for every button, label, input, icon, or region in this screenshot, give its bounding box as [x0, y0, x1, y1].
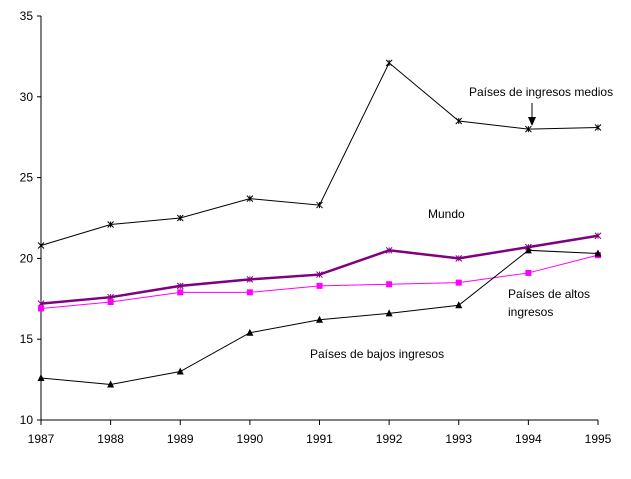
- data-point: [316, 201, 323, 209]
- data-point: [524, 246, 532, 254]
- data-point: [176, 367, 184, 375]
- y-tick-label: 25: [20, 171, 34, 185]
- x-tick-label: 1987: [28, 432, 55, 446]
- data-point: [176, 214, 184, 222]
- data-point: [38, 305, 44, 312]
- data-point: [316, 271, 323, 278]
- x-tick-label: 1989: [167, 432, 194, 446]
- data-point: [385, 246, 393, 254]
- data-point: [385, 309, 393, 317]
- data-point: [37, 373, 45, 381]
- series-1: [37, 59, 602, 249]
- y-tick-label: 20: [20, 251, 34, 265]
- annotation-high-income-line2: ingresos: [508, 305, 553, 319]
- data-point: [455, 117, 463, 125]
- annotations: Países de ingresos medios Mundo Países d…: [310, 85, 613, 361]
- data-point: [385, 59, 393, 67]
- data-point: [107, 380, 115, 388]
- x-tick-label: 1992: [376, 432, 403, 446]
- data-point: [316, 282, 323, 289]
- data-point: [455, 301, 463, 309]
- x-tick-label: 1991: [306, 432, 333, 446]
- data-point: [246, 276, 254, 283]
- data-point: [455, 279, 462, 286]
- annotation-arrow-head: [528, 117, 536, 126]
- data-point: [37, 242, 45, 249]
- annotation-world: Mundo: [428, 207, 465, 221]
- series-4: [37, 246, 602, 388]
- data-point: [176, 282, 184, 290]
- y-tick-label: 15: [20, 332, 34, 346]
- data-point: [525, 125, 532, 133]
- data-point: [525, 269, 532, 276]
- data-point: [246, 195, 254, 202]
- x-tick-label: 1994: [515, 432, 542, 446]
- data-point: [316, 315, 323, 323]
- data-point: [455, 255, 463, 262]
- data-point: [386, 281, 393, 288]
- data-point: [107, 299, 114, 306]
- series-3: [38, 252, 601, 312]
- annotation-middle-income: Países de ingresos medios: [469, 85, 613, 99]
- x-ticks: 1987 1988 1989 1990 1991 1992 1993 1994 1995: [28, 420, 612, 446]
- data-point: [246, 289, 253, 296]
- data-point: [107, 221, 114, 228]
- data-point: [594, 249, 602, 257]
- x-tick-label: 1990: [237, 432, 264, 446]
- annotation-high-income-line1: Países de altos: [508, 287, 590, 301]
- data-point: [177, 289, 184, 296]
- data-point: [594, 124, 602, 131]
- x-tick-label: 1988: [97, 432, 124, 446]
- x-tick-label: 1993: [445, 432, 472, 446]
- data-point: [594, 232, 602, 240]
- x-tick-label: 1995: [585, 432, 612, 446]
- y-tick-label: 30: [20, 90, 34, 104]
- annotation-low-income: Países de bajos ingresos: [310, 347, 444, 361]
- series-layer: [37, 59, 602, 388]
- y-ticks: 10 15 20 25 30 35: [20, 9, 41, 427]
- data-point: [246, 328, 254, 336]
- y-tick-label: 35: [20, 9, 34, 23]
- y-tick-label: 10: [20, 413, 34, 427]
